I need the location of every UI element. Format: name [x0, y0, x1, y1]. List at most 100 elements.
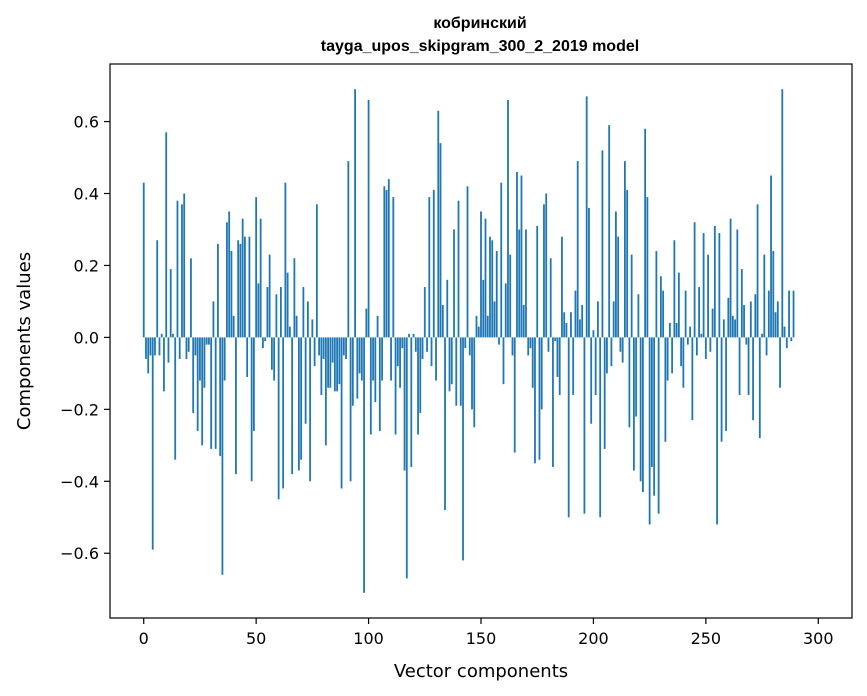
bar [322, 337, 325, 359]
bar [711, 308, 714, 338]
bar [304, 337, 307, 424]
bar [192, 337, 195, 413]
bar [637, 294, 640, 338]
bar [529, 337, 532, 349]
bar [190, 258, 192, 338]
bar [601, 150, 604, 338]
bar [390, 337, 392, 381]
bar [774, 312, 777, 338]
bar [399, 337, 401, 388]
bar [495, 251, 498, 338]
bar [700, 333, 703, 338]
bar [167, 337, 170, 363]
bar [545, 193, 548, 338]
bar [707, 254, 709, 338]
bar [713, 225, 716, 338]
bar [367, 99, 370, 338]
y-tick-label: 0.2 [74, 256, 99, 275]
bar [383, 186, 386, 338]
bar [358, 337, 361, 374]
bar [471, 337, 473, 410]
bar [513, 337, 516, 453]
bar [527, 337, 530, 356]
bar [628, 337, 631, 428]
bar [671, 337, 674, 374]
bar [466, 186, 469, 338]
bar [691, 337, 694, 421]
bar [763, 254, 766, 338]
bar [619, 337, 622, 352]
bar [430, 337, 433, 367]
bar [747, 337, 750, 395]
bar [279, 287, 282, 338]
bar [630, 254, 633, 338]
bar [507, 99, 509, 338]
bar [403, 337, 406, 471]
bar [158, 337, 161, 356]
bar [437, 110, 440, 338]
bar [174, 337, 177, 460]
bar [570, 312, 572, 338]
bar [349, 337, 352, 482]
bar [639, 337, 642, 482]
bar [540, 337, 543, 410]
bar [408, 333, 410, 338]
bar [226, 222, 228, 338]
bar [684, 290, 687, 338]
bar [169, 269, 172, 338]
bar [387, 179, 390, 338]
bar [273, 337, 276, 381]
y-axis: −0.6 −0.4 −0.2 0.0 0.2 0.4 0.6 [60, 113, 110, 563]
bar [237, 240, 240, 338]
bar [309, 337, 312, 482]
bar [417, 337, 419, 435]
bar [727, 297, 730, 338]
bar [621, 337, 624, 363]
bar [363, 337, 365, 593]
bar [538, 337, 541, 460]
bar [205, 337, 208, 345]
bar [536, 225, 539, 338]
bar [698, 287, 700, 338]
bar [315, 204, 318, 338]
y-tick-label: 0.6 [74, 113, 99, 132]
bar [414, 337, 417, 352]
bar [297, 337, 300, 471]
bar [518, 229, 521, 338]
bar [262, 337, 264, 349]
bar [201, 337, 204, 446]
bar [779, 337, 781, 388]
bar [401, 337, 404, 349]
bar [590, 337, 593, 424]
plot-frame [109, 63, 853, 619]
bar [142, 182, 145, 338]
bar [484, 218, 487, 338]
bar [664, 337, 667, 442]
bar [680, 337, 683, 367]
bar [689, 326, 692, 338]
bar [342, 337, 345, 356]
bar [783, 326, 786, 338]
bar [792, 290, 795, 338]
x-tick-label: 250 [691, 629, 722, 648]
bar [567, 337, 570, 518]
bar [250, 337, 253, 482]
chart-title: кобринский [433, 15, 526, 32]
bar [655, 251, 658, 338]
bar [221, 337, 224, 575]
bar [365, 308, 368, 338]
bar [405, 337, 408, 579]
bar [785, 337, 788, 349]
bar [770, 175, 772, 338]
y-axis-label: Components values [14, 252, 35, 430]
x-axis-label: Vector components [394, 661, 568, 682]
bar [331, 337, 334, 363]
bar [235, 337, 237, 475]
bar [675, 323, 678, 338]
bar [372, 337, 374, 381]
bar [228, 211, 231, 338]
bar [498, 337, 500, 345]
bar [534, 337, 536, 464]
